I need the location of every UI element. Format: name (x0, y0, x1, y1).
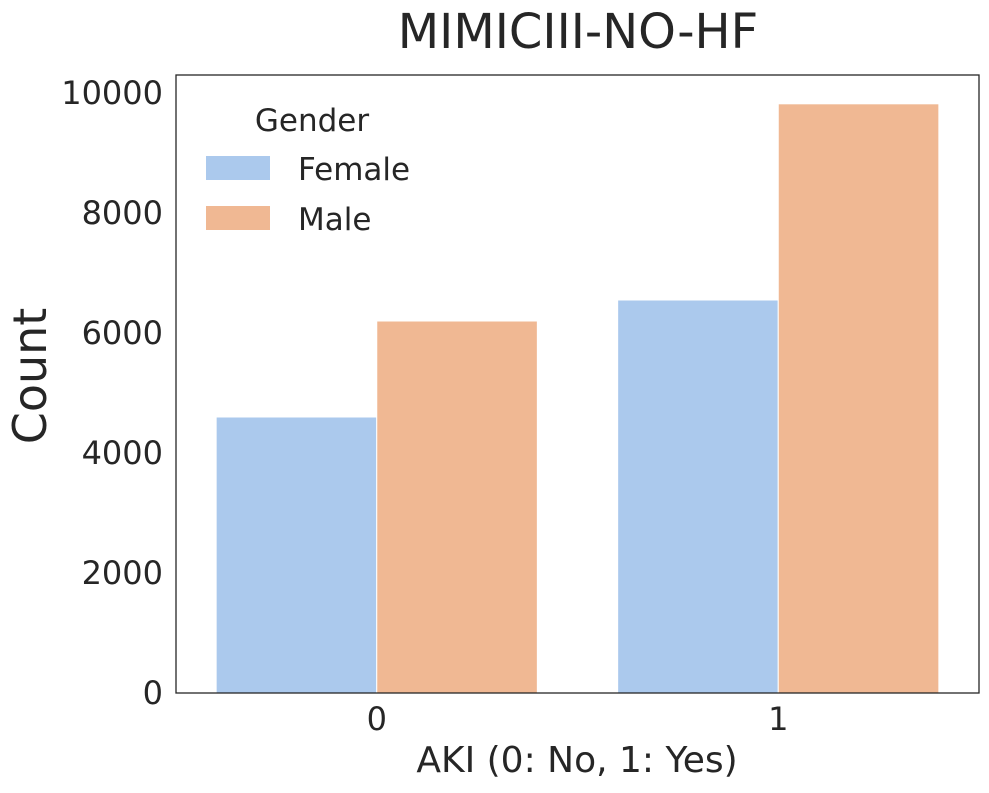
legend-items: Female Male (206, 152, 410, 238)
legend-swatch-male (206, 206, 270, 230)
legend-title: Gender (255, 103, 369, 139)
x-axis-label: AKI (0: No, 1: Yes) (416, 740, 737, 781)
bars-group (215, 103, 940, 694)
y-tick-label: 10000 (61, 74, 163, 112)
y-tick-label: 2000 (82, 554, 163, 592)
y-tick-label: 4000 (82, 434, 163, 472)
x-tick-label: 1 (768, 700, 788, 738)
plot-frame (175, 74, 980, 694)
y-tick-label: 0 (143, 674, 163, 712)
y-ticks-group: 0 2000 4000 6000 8000 10000 (61, 74, 163, 712)
y-tick-label: 8000 (82, 194, 163, 232)
legend: Gender Female Male (206, 103, 410, 238)
bar-female-1 (617, 299, 779, 694)
bar-male-0 (376, 320, 538, 694)
bar-male-1 (777, 103, 940, 694)
chart-title: MIMICIII-NO-HF (398, 4, 759, 60)
y-axis-label: Count (3, 308, 57, 445)
legend-label-female: Female (298, 152, 410, 188)
y-tick-label: 6000 (82, 314, 163, 352)
legend-swatch-female (206, 156, 270, 180)
bar-female-0 (215, 416, 378, 694)
legend-label-male: Male (298, 202, 371, 238)
x-tick-label: 0 (367, 700, 387, 738)
